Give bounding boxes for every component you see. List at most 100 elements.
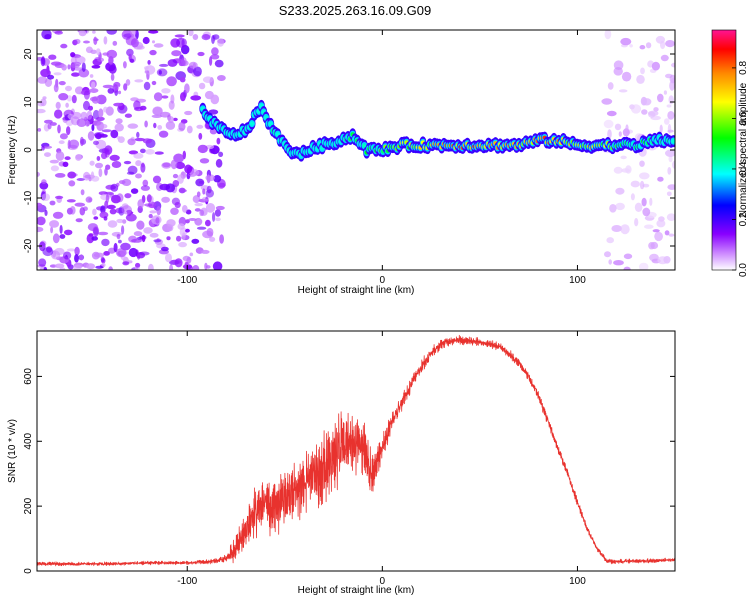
noise-speckle: [153, 122, 157, 129]
noise-speckle: [135, 160, 142, 167]
noise-speckle: [156, 68, 168, 77]
noise-speckle: [659, 124, 663, 133]
noise-speckle: [188, 218, 197, 221]
noise-speckle: [37, 171, 40, 177]
noise-speckle: [618, 131, 622, 137]
noise-speckle: [167, 59, 178, 67]
noise-speckle: [106, 30, 117, 35]
noise-speckle: [58, 140, 65, 145]
noise-speckle: [161, 88, 171, 94]
noise-speckle: [124, 193, 132, 199]
noise-speckle: [126, 48, 134, 57]
noise-speckle: [176, 37, 187, 48]
noise-speckle: [173, 117, 178, 122]
noise-speckle: [60, 43, 68, 49]
noise-speckle: [41, 193, 51, 201]
noise-speckle: [161, 95, 169, 99]
noise-speckle: [177, 223, 185, 230]
noise-speckle: [196, 124, 204, 129]
noise-speckle: [96, 48, 101, 56]
noise-speckle: [83, 40, 90, 44]
noise-speckle: [648, 242, 655, 250]
spectrogram-x-tick-label: -100: [177, 275, 197, 286]
noise-speckle: [37, 202, 43, 209]
noise-speckle: [108, 247, 116, 254]
noise-speckle: [128, 247, 138, 258]
spectrogram-x-tick-label: 100: [569, 275, 586, 286]
noise-speckle: [59, 234, 66, 239]
noise-speckle: [209, 56, 213, 66]
noise-speckle: [93, 252, 105, 258]
noise-speckle: [134, 137, 146, 142]
noise-speckle: [672, 160, 675, 169]
noise-speckle: [97, 57, 104, 62]
noise-speckle: [669, 80, 675, 91]
noise-speckle: [204, 90, 214, 100]
noise-speckle: [218, 151, 224, 157]
spectrogram-y-tick-label: 0: [23, 147, 34, 153]
noise-speckle: [607, 82, 614, 90]
noise-speckle: [143, 227, 153, 234]
noise-speckle: [185, 228, 190, 233]
noise-speckle: [165, 253, 172, 263]
noise-speckle: [139, 105, 147, 111]
noise-speckle: [663, 255, 671, 264]
noise-speckle: [165, 121, 176, 130]
noise-speckle: [62, 161, 69, 167]
noise-speckle: [604, 30, 612, 40]
noise-speckle: [102, 84, 114, 89]
noise-speckle: [80, 189, 85, 196]
noise-speckle: [649, 197, 653, 206]
noise-speckle: [194, 203, 203, 207]
noise-speckle: [44, 34, 52, 40]
noise-speckle: [107, 88, 115, 94]
noise-speckle: [638, 262, 649, 270]
noise-speckle: [47, 123, 52, 130]
noise-speckle: [640, 67, 645, 75]
noise-speckle: [106, 49, 118, 59]
noise-speckle: [69, 206, 76, 215]
noise-speckle: [172, 173, 179, 179]
colorbar-tick-label: 0.0: [738, 263, 749, 277]
noise-speckle: [101, 238, 110, 247]
snr-y-tick-label: 200: [23, 497, 34, 514]
noise-speckle: [106, 204, 116, 210]
noise-speckle: [70, 63, 80, 68]
noise-speckle: [40, 57, 46, 67]
noise-speckle: [604, 251, 611, 258]
noise-speckle: [607, 129, 612, 139]
noise-speckle: [184, 83, 190, 94]
noise-speckle: [121, 225, 125, 235]
noise-speckle: [118, 239, 122, 244]
noise-speckle: [215, 205, 225, 211]
noise-speckle: [157, 125, 163, 130]
noise-speckle: [664, 118, 670, 125]
noise-speckle: [66, 248, 76, 252]
noise-speckle: [105, 193, 109, 204]
noise-speckle: [149, 232, 159, 238]
noise-speckle: [620, 155, 627, 160]
noise-speckle: [61, 64, 67, 71]
noise-speckle: [153, 43, 164, 48]
noise-speckle: [667, 129, 674, 133]
noise-speckle: [96, 116, 105, 121]
noise-speckle: [667, 111, 675, 120]
colorbar-tick-label: 0.2: [738, 212, 749, 226]
noise-speckle: [109, 208, 117, 215]
noise-speckle: [136, 236, 144, 240]
noise-speckle: [170, 207, 179, 215]
noise-speckle: [656, 219, 666, 228]
noise-speckle: [148, 30, 159, 34]
noise-speckle: [108, 55, 114, 65]
noise-speckle: [668, 233, 675, 237]
noise-speckle: [88, 105, 93, 111]
noise-speckle: [92, 30, 96, 34]
noise-speckle: [49, 200, 56, 206]
noise-speckle: [41, 145, 45, 151]
snr-frame: [36, 330, 676, 572]
noise-speckle: [116, 233, 121, 240]
noise-speckle: [209, 236, 216, 242]
noise-speckle: [53, 83, 59, 93]
noise-speckle: [74, 202, 86, 207]
